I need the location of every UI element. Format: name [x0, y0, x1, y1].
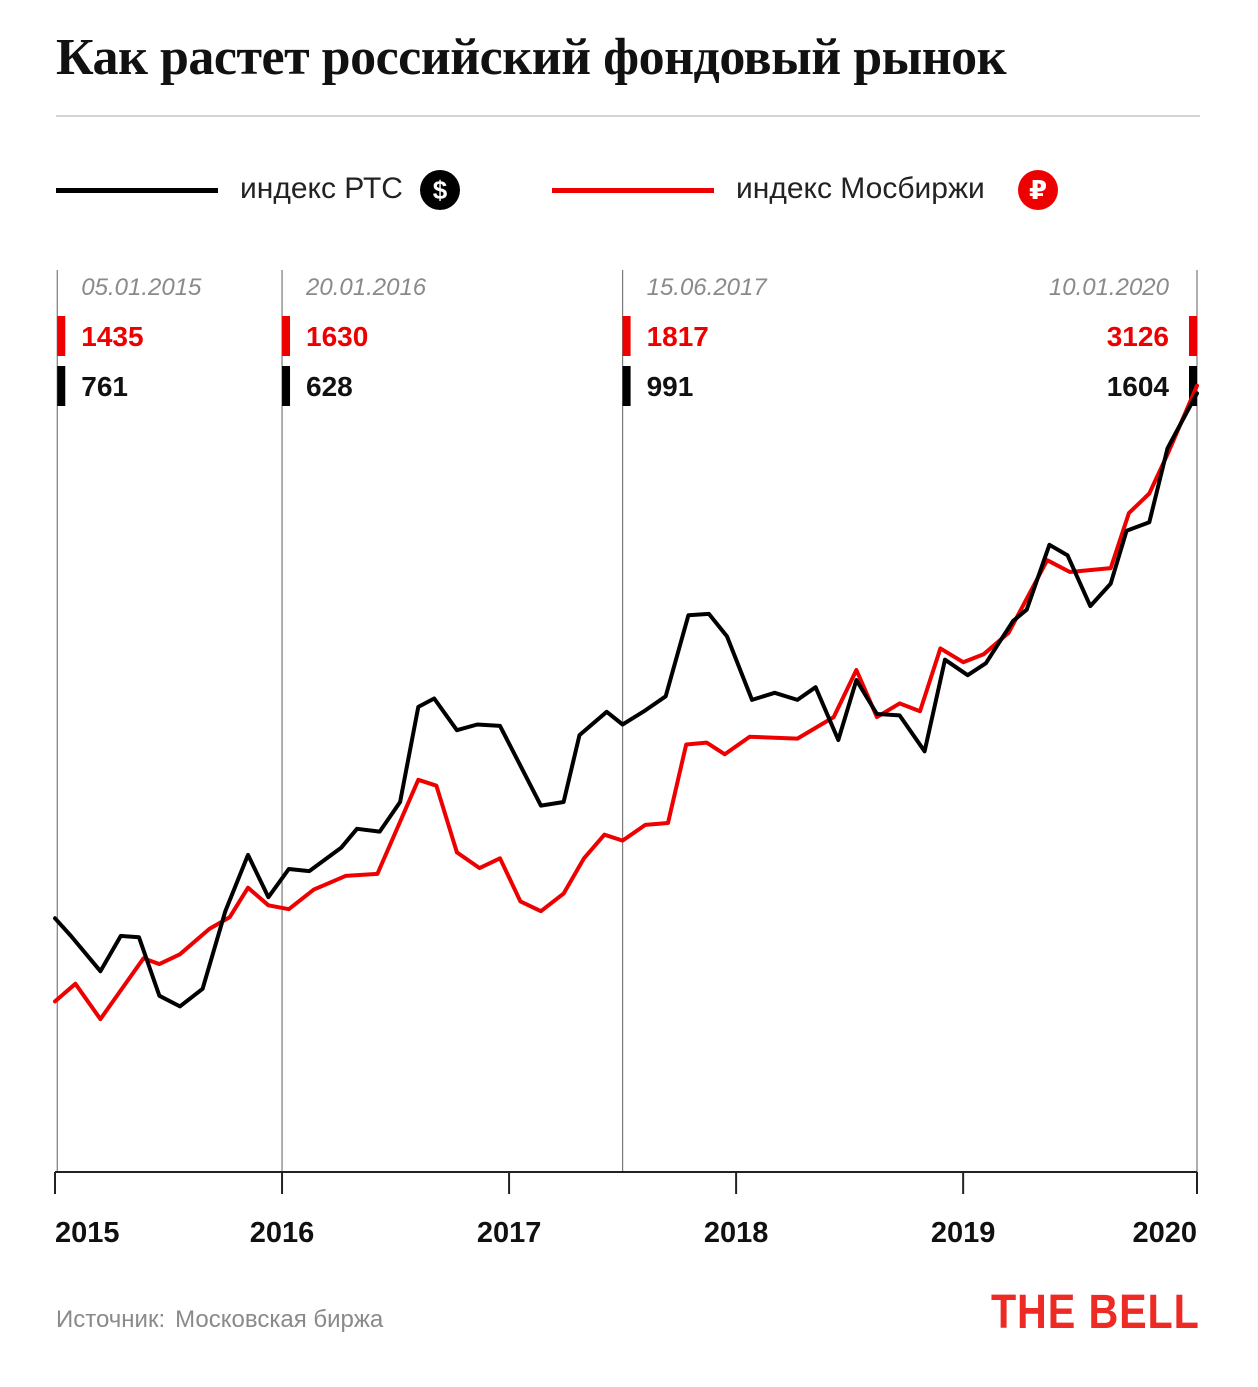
source-label: Источник: [56, 1306, 166, 1333]
annotation-marker-rts [1189, 366, 1197, 406]
title-divider [56, 115, 1200, 117]
ruble-icon: ₽ [1018, 170, 1058, 210]
annotation-value-rts: 1604 [1107, 371, 1170, 402]
dollar-icon: $ [420, 170, 460, 210]
annotation-date: 20.01.2016 [305, 274, 427, 301]
legend-label-moex: индекс Мосбиржи [736, 172, 985, 205]
annotation-date: 05.01.2015 [81, 274, 202, 301]
annotation-marker-moex [57, 316, 66, 356]
annotation-value-moex: 1630 [306, 321, 368, 352]
annotation-date: 15.06.2017 [647, 274, 769, 301]
annotation-marker-rts [57, 366, 66, 406]
legend-item-rts: индекс РТС $ [56, 168, 476, 212]
page-title: Как растет российский фондовый рынок [56, 29, 1007, 86]
annotation-value-moex: 1817 [647, 321, 709, 352]
annotation-date: 10.01.2020 [1049, 274, 1170, 301]
annotation-value-moex: 1435 [81, 321, 143, 352]
legend-line-moex [552, 188, 714, 193]
x-tick-label: 2017 [477, 1217, 542, 1249]
legend-line-rts [56, 188, 218, 193]
annotation-marker-moex [622, 316, 631, 356]
annotation-marker-rts [282, 366, 291, 406]
annotation-marker-moex [1189, 316, 1197, 356]
legend-item-moex: индекс Мосбиржи ₽ [552, 168, 1072, 212]
annotation-value-rts: 761 [81, 371, 128, 402]
x-tick-label: 2015 [55, 1217, 120, 1249]
annotation-marker-moex [282, 316, 291, 356]
x-tick-label: 2016 [250, 1217, 315, 1249]
the-bell-logo: THE BELL [991, 1286, 1200, 1339]
series-line-rts [53, 391, 1199, 1009]
annotation-marker-rts [622, 366, 631, 406]
x-tick-label: 2019 [931, 1217, 996, 1249]
annotation-value-moex: 3126 [1107, 321, 1169, 352]
annotation-value-rts: 628 [306, 371, 353, 402]
source-note: Источник: Московская биржа [56, 1306, 393, 1334]
annotation-value-rts: 991 [647, 371, 694, 402]
x-tick-label: 2020 [1132, 1217, 1197, 1249]
series-line-moex [53, 383, 1199, 1022]
x-tick-label: 2018 [704, 1217, 769, 1249]
source-value: Московская биржа [175, 1306, 384, 1333]
legend-label-rts: индекс РТС [240, 172, 403, 205]
